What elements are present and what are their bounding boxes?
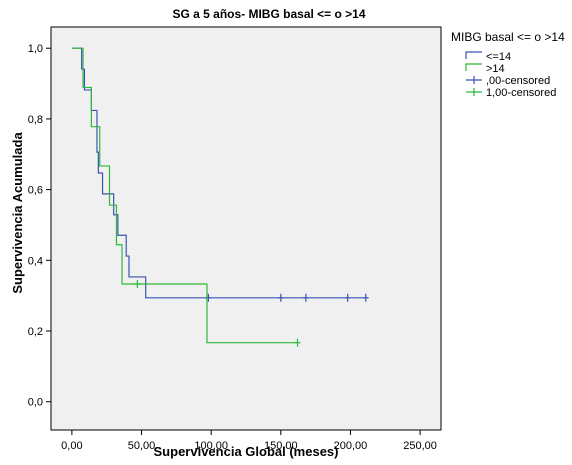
legend-label: 1,00-censored (486, 87, 556, 99)
y-tick-label: 0,0 (28, 397, 43, 409)
y-axis: 0,0 0,2 0,4 0,6 0,8 1,0 (28, 43, 51, 409)
legend-censor-swatch (466, 76, 482, 84)
x-tick-label: 250,00 (403, 440, 437, 452)
censor-mark (277, 293, 284, 302)
censor-mark (302, 293, 309, 302)
legend-item: <=14 (465, 51, 511, 63)
legend-item: >14 (465, 63, 505, 75)
censor-mark (205, 293, 212, 302)
x-tick-label: 100,00 (194, 440, 228, 452)
x-tick-label: 0,00 (61, 440, 82, 452)
y-tick-label: 0,4 (28, 255, 43, 267)
legend-label: >14 (486, 63, 505, 75)
legend-step-swatch (465, 63, 482, 71)
chart-title: SG a 5 años- MIBG basal <= o >14 (172, 7, 365, 21)
plot-area (50, 26, 442, 431)
y-tick-label: 0,2 (28, 326, 43, 338)
series-2 (71, 47, 301, 347)
censor-mark (362, 293, 369, 302)
legend-item: ,00-censored (466, 75, 550, 87)
x-axis-title: Supervivencia Global (meses) (154, 444, 339, 459)
y-tick-label: 0,6 (28, 185, 43, 197)
censor-mark (294, 338, 301, 347)
legend-censor-swatch (466, 88, 482, 96)
legend-label: <=14 (486, 51, 511, 63)
x-tick-label: 150,00 (264, 440, 298, 452)
x-tick-label: 200,00 (334, 440, 368, 452)
legend: MIBG basal <= o >14 <=14>14,00-censored1… (451, 30, 565, 99)
km-curve (71, 47, 368, 299)
series-1 (71, 47, 369, 302)
legend-item: 1,00-censored (466, 87, 556, 99)
y-tick-label: 0,8 (28, 114, 43, 126)
y-tick-label: 1,0 (28, 43, 43, 55)
censor-mark (134, 280, 141, 289)
legend-label: ,00-censored (486, 75, 550, 87)
y-axis-title: Supervivencia Acumulada (10, 132, 25, 294)
x-axis: 0,00 50,00 100,00 150,00 200,00 250,00 (61, 430, 437, 452)
km-curve (71, 47, 298, 344)
x-tick-label: 50,00 (128, 440, 156, 452)
censor-mark (344, 293, 351, 302)
legend-step-swatch (465, 51, 482, 59)
legend-title: MIBG basal <= o >14 (451, 30, 565, 44)
series-layer (71, 47, 369, 347)
